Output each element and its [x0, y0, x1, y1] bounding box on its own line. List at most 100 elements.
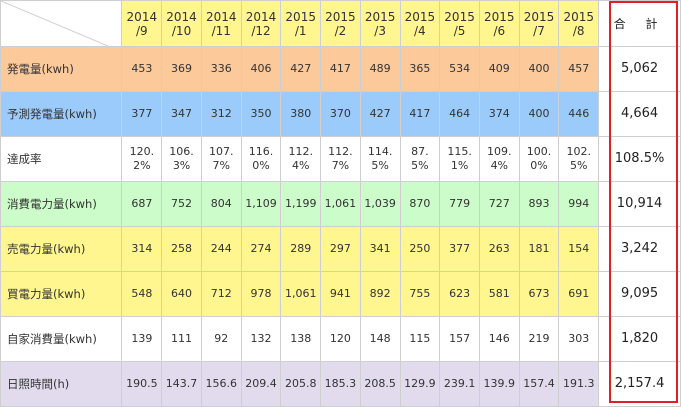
- table-row: 買電力量(kwh) 548 640 712 978 1,061 941 892 755 623 58…: [0, 271, 681, 317]
- value-cell: 116. 0%: [240, 136, 282, 182]
- value-cell: 209.4: [240, 361, 282, 407]
- value-cell: 274: [240, 226, 282, 272]
- value-cell: 92: [200, 316, 242, 362]
- month-header: 2015 /8: [558, 0, 600, 47]
- value-cell: 250: [399, 226, 441, 272]
- value-cell: 350: [240, 91, 282, 137]
- value-cell: 139.9: [478, 361, 520, 407]
- value-cell: 406: [240, 46, 282, 92]
- value-cell: 112. 4%: [280, 136, 322, 182]
- value-cell: 893: [518, 181, 560, 227]
- table-row: 予測発電量(kwh) 377 347 312 350 380 370 427 417 464 374…: [0, 91, 681, 137]
- value-cell: 208.5: [359, 361, 401, 407]
- value-cell: 370: [320, 91, 361, 137]
- value-cell: 978: [240, 271, 282, 317]
- total-cell: 3,242: [598, 226, 681, 272]
- total-cell: 9,095: [598, 271, 681, 317]
- value-cell: 870: [399, 181, 441, 227]
- value-cell: 1,039: [359, 181, 401, 227]
- value-cell: 87. 5%: [399, 136, 441, 182]
- value-cell: 581: [478, 271, 520, 317]
- value-cell: 752: [161, 181, 202, 227]
- value-cell: 185.3: [320, 361, 361, 407]
- value-cell: 289: [280, 226, 322, 272]
- value-cell: 219: [518, 316, 560, 362]
- row-label: 発電量(kwh): [0, 46, 123, 92]
- value-cell: 347: [161, 91, 202, 137]
- value-cell: 115: [399, 316, 441, 362]
- value-cell: 427: [359, 91, 401, 137]
- row-label: 予測発電量(kwh): [0, 91, 123, 137]
- value-cell: 148: [359, 316, 401, 362]
- table-row: 日照時間(h) 190.5 143.7 156.6 209.4 205.8 185.3 208…: [0, 361, 681, 407]
- value-cell: 994: [558, 181, 600, 227]
- value-cell: 244: [200, 226, 242, 272]
- value-cell: 804: [200, 181, 242, 227]
- value-cell: 157: [439, 316, 480, 362]
- total-header: 合 計: [598, 0, 681, 47]
- total-cell: 2,157.4: [598, 361, 681, 407]
- month-header: 2015 /1: [280, 0, 322, 47]
- value-cell: 143.7: [161, 361, 202, 407]
- value-cell: 417: [399, 91, 441, 137]
- table-row: 発電量(kwh) 453 369 336 406 427 417 489 365 534 409 40…: [0, 46, 681, 92]
- value-cell: 400: [518, 46, 560, 92]
- value-cell: 314: [121, 226, 163, 272]
- value-cell: 263: [478, 226, 520, 272]
- value-cell: 111: [161, 316, 202, 362]
- value-cell: 417: [320, 46, 361, 92]
- value-cell: 297: [320, 226, 361, 272]
- value-cell: 129.9: [399, 361, 441, 407]
- value-cell: 190.5: [121, 361, 163, 407]
- month-header: 2014 /12: [240, 0, 282, 47]
- value-cell: 156.6: [200, 361, 242, 407]
- value-cell: 377: [439, 226, 480, 272]
- value-cell: 409: [478, 46, 520, 92]
- value-cell: 369: [161, 46, 202, 92]
- table-row: 達成率 120. 2% 106. 3% 107. 7% 116. 0% 112. 4% 11…: [0, 136, 681, 182]
- value-cell: 534: [439, 46, 480, 92]
- value-cell: 374: [478, 91, 520, 137]
- value-cell: 112. 7%: [320, 136, 361, 182]
- value-cell: 239.1: [439, 361, 480, 407]
- value-cell: 892: [359, 271, 401, 317]
- value-cell: 107. 7%: [200, 136, 242, 182]
- table-row: 消費電力量(kwh) 687 752 804 1,109 1,199 1,061 1,039 8…: [0, 181, 681, 227]
- value-cell: 120. 2%: [121, 136, 163, 182]
- value-cell: 377: [121, 91, 163, 137]
- value-cell: 157.4: [518, 361, 560, 407]
- corner-diagonal-line: [1, 1, 108, 46]
- value-cell: 400: [518, 91, 560, 137]
- value-cell: 341: [359, 226, 401, 272]
- row-label: 日照時間(h): [0, 361, 123, 407]
- value-cell: 687: [121, 181, 163, 227]
- value-cell: 673: [518, 271, 560, 317]
- value-cell: 365: [399, 46, 441, 92]
- value-cell: 1,061: [280, 271, 322, 317]
- value-cell: 446: [558, 91, 600, 137]
- row-label: 達成率: [0, 136, 123, 182]
- value-cell: 453: [121, 46, 163, 92]
- value-cell: 727: [478, 181, 520, 227]
- total-cell: 5,062: [598, 46, 681, 92]
- value-cell: 146: [478, 316, 520, 362]
- month-header: 2015 /3: [359, 0, 401, 47]
- value-cell: 1,061: [320, 181, 361, 227]
- value-cell: 457: [558, 46, 600, 92]
- row-label: 売電力量(kwh): [0, 226, 123, 272]
- value-cell: 106. 3%: [161, 136, 202, 182]
- header-row: 2014 /9 2014 /10 2014 /11 2014 /12 2015 /1 20…: [0, 0, 681, 47]
- table-row: 売電力量(kwh) 314 258 244 274 289 297 341 250 377 263 1…: [0, 226, 681, 272]
- value-cell: 380: [280, 91, 322, 137]
- total-cell: 1,820: [598, 316, 681, 362]
- month-header: 2015 /4: [399, 0, 441, 47]
- value-cell: 623: [439, 271, 480, 317]
- month-header: 2015 /7: [518, 0, 560, 47]
- value-cell: 258: [161, 226, 202, 272]
- value-cell: 712: [200, 271, 242, 317]
- value-cell: 1,199: [280, 181, 322, 227]
- total-cell: 10,914: [598, 181, 681, 227]
- value-cell: 755: [399, 271, 441, 317]
- value-cell: 132: [240, 316, 282, 362]
